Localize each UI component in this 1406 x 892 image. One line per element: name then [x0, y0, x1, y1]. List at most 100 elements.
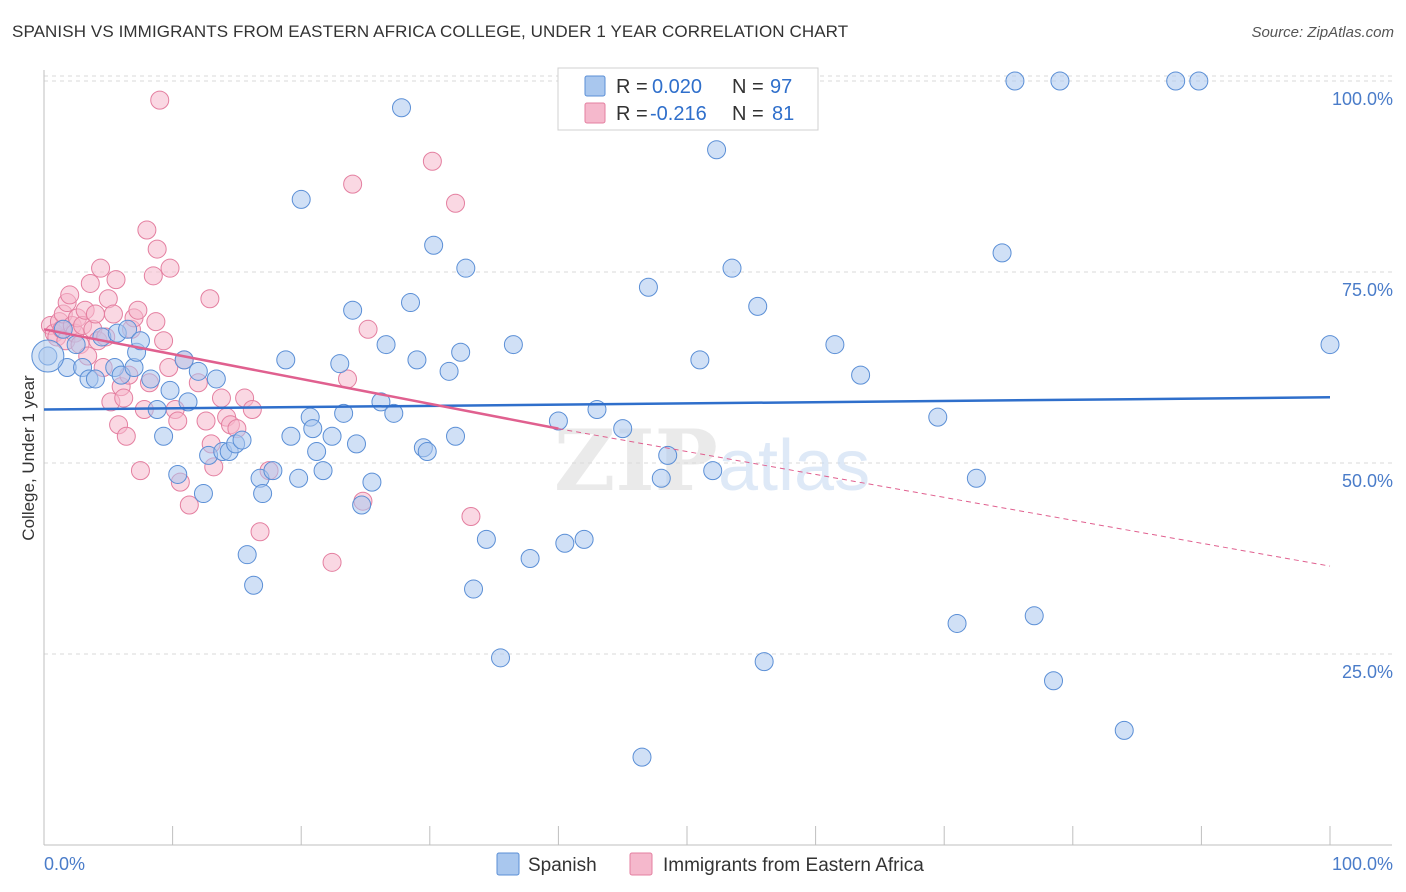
- spanish-point: [520, 549, 540, 568]
- spanish-point: [548, 411, 568, 431]
- spanish-point: [307, 442, 327, 462]
- spanish-point: [722, 258, 742, 278]
- spanish-point: [1320, 335, 1340, 355]
- spanish-point: [1044, 671, 1064, 691]
- legend-n-value-1: 97: [770, 76, 792, 98]
- bottom-legend-label-spanish: Spanish: [528, 855, 597, 876]
- eastafrica-point: [137, 220, 157, 240]
- x-ticks: [43, 826, 1331, 845]
- spanish-point: [992, 243, 1012, 263]
- spanish-point: [384, 403, 404, 423]
- watermark: ZIP atlas: [554, 411, 870, 510]
- legend-r-value-2: -0.216: [650, 103, 707, 125]
- spanish-cluster-point: [31, 339, 65, 373]
- y-tick-label: 75.0%: [1342, 280, 1393, 300]
- eastafrica-point: [242, 400, 262, 420]
- spanish-point: [330, 354, 350, 374]
- chart-title: SPANISH VS IMMIGRANTS FROM EASTERN AFRIC…: [12, 22, 849, 41]
- spanish-point: [632, 747, 652, 767]
- eastafrica-point: [114, 388, 134, 408]
- spanish-point: [658, 445, 678, 465]
- spanish-point: [160, 380, 180, 400]
- spanish-point: [464, 579, 484, 599]
- eastafrica-point: [168, 411, 188, 431]
- legend-n-value-2: 81: [772, 103, 794, 125]
- spanish-point: [1166, 71, 1186, 91]
- spanish-point: [178, 392, 198, 412]
- spanish-point: [456, 258, 476, 278]
- eastafrica-point: [91, 258, 111, 278]
- spanish-point: [928, 407, 948, 427]
- stats-legend: R = 0.020 N = 97 R = -0.216 N = 81: [557, 67, 819, 131]
- spanish-point: [130, 331, 150, 351]
- bottom-legend-label-eastafrica: Immigrants from Eastern Africa: [663, 855, 924, 876]
- spanish-point: [334, 403, 354, 423]
- eastafrica-point: [85, 304, 105, 324]
- eastafrica-point: [147, 239, 167, 259]
- gridlines: [44, 75, 1392, 655]
- spanish-point: [748, 296, 768, 316]
- axes: [43, 70, 1392, 846]
- spanish-point: [690, 350, 710, 370]
- spanish-point: [407, 350, 427, 370]
- eastafrica-point: [211, 388, 231, 408]
- spanish-point: [1024, 606, 1044, 626]
- spanish-point: [476, 529, 496, 549]
- eastafrica-point: [160, 258, 180, 278]
- spanish-point: [825, 335, 845, 355]
- spanish-point: [966, 468, 986, 488]
- eastafrica-point: [446, 193, 466, 213]
- spanish-point: [1005, 71, 1025, 91]
- spanish-point: [291, 189, 311, 209]
- bottom-legend-swatch-spanish: [496, 852, 520, 876]
- eastafrica-point: [200, 289, 220, 309]
- eastafrica-point: [116, 426, 136, 446]
- spanish-point: [281, 426, 301, 446]
- y-tick-label: 25.0%: [1342, 662, 1393, 682]
- spanish-point: [232, 430, 252, 450]
- spanish-point: [168, 464, 188, 484]
- spanish-point: [574, 529, 594, 549]
- spanish-point: [206, 369, 226, 389]
- eastafrica-point: [80, 273, 100, 293]
- spanish-point: [141, 369, 161, 389]
- spanish-points: [31, 71, 1340, 767]
- legend-n-label-2: N =: [732, 103, 764, 125]
- eastafrica-point: [146, 312, 166, 332]
- y-tick-labels: 25.0% 50.0% 75.0% 100.0%: [1332, 89, 1393, 682]
- eastafrica-point: [106, 270, 126, 290]
- eastafrica-point: [103, 304, 123, 324]
- spanish-point: [244, 575, 264, 595]
- spanish-point: [446, 426, 466, 446]
- spanish-point: [193, 484, 213, 504]
- trend-lines: [43, 328, 1331, 567]
- spanish-point: [503, 335, 523, 355]
- x-tick-label-min: 0.0%: [44, 854, 85, 874]
- spanish-point: [851, 365, 871, 385]
- spanish-point: [392, 98, 412, 118]
- spanish-point: [263, 461, 283, 481]
- spanish-point: [188, 361, 208, 381]
- eastafrica-point: [150, 90, 170, 110]
- x-tick-label-max: 100.0%: [1332, 854, 1393, 874]
- spanish-point: [85, 369, 105, 389]
- legend-swatch-eastafrica: [584, 102, 606, 124]
- spanish-point: [754, 652, 774, 672]
- eastafrica-point: [179, 495, 199, 515]
- spanish-point: [253, 484, 273, 504]
- series-legend: Spanish Immigrants from Eastern Africa: [496, 852, 924, 876]
- spanish-point: [417, 442, 437, 462]
- eastafrica-trend-extension: [558, 428, 1331, 567]
- spanish-point: [303, 419, 323, 439]
- eastafrica-point: [322, 552, 342, 572]
- spanish-point: [439, 361, 459, 381]
- eastafrica-point: [60, 285, 80, 305]
- spanish-point: [322, 426, 342, 446]
- legend-swatch-spanish: [584, 75, 606, 97]
- eastafrica-point: [154, 331, 174, 351]
- legend-n-label-1: N =: [732, 76, 764, 98]
- bottom-legend-swatch-eastafrica: [629, 852, 653, 876]
- spanish-point: [491, 648, 511, 668]
- spanish-point: [703, 461, 723, 481]
